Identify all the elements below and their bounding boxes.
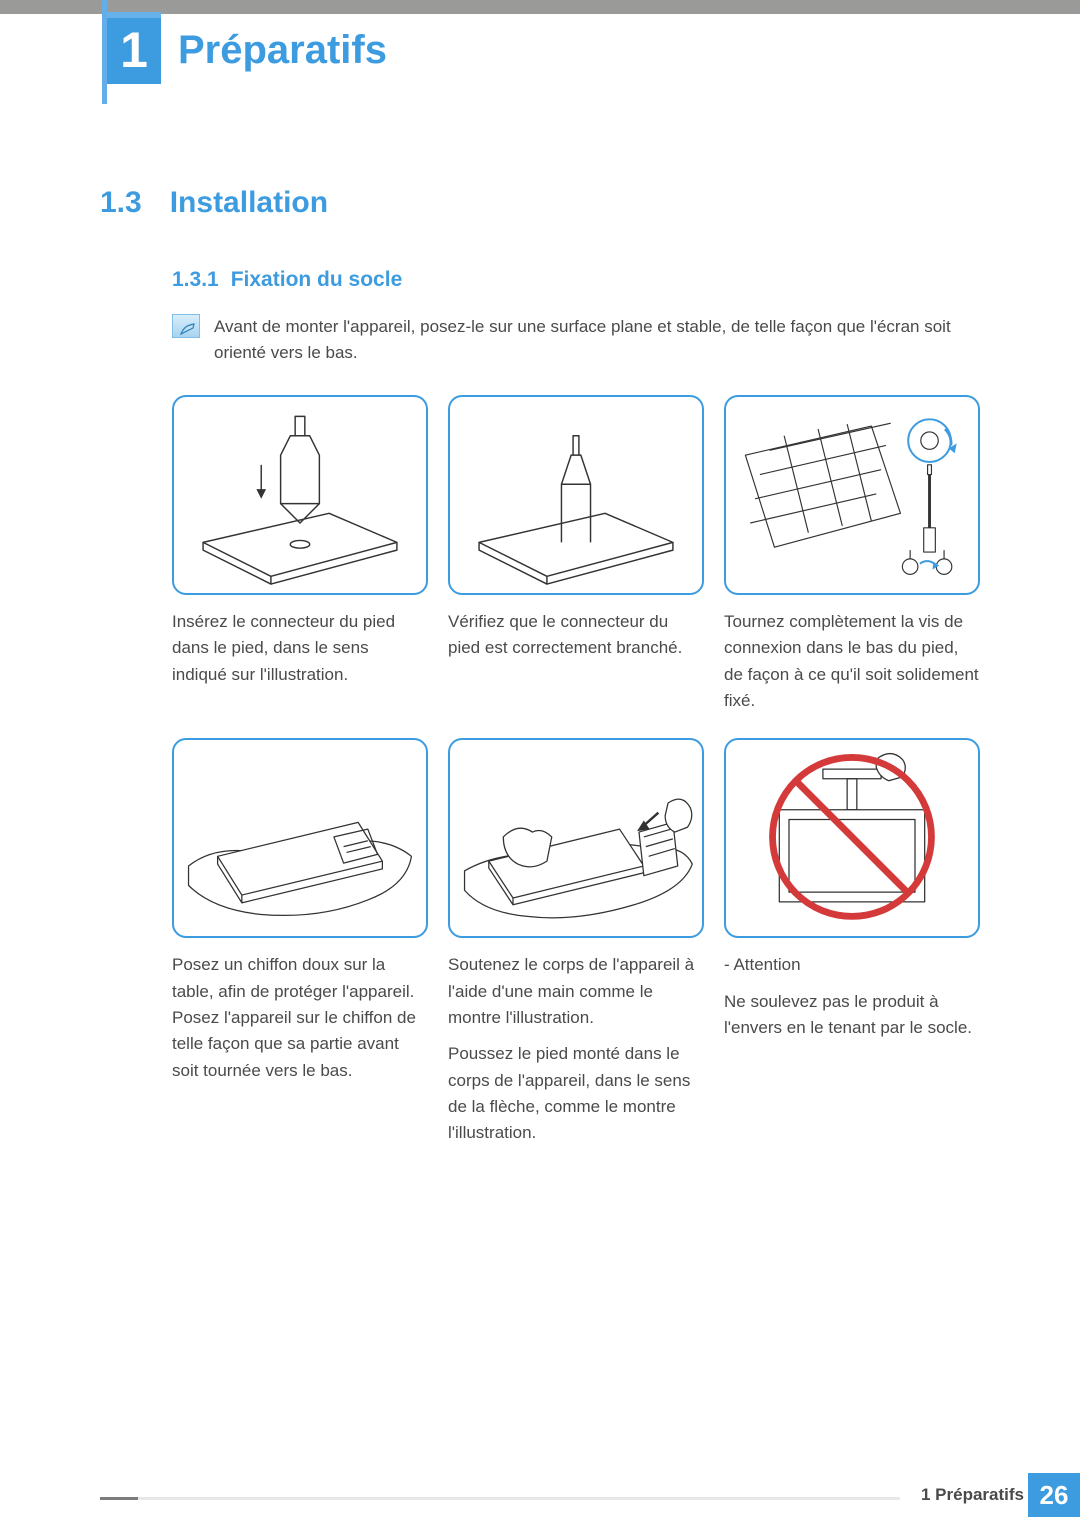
page-content: 1.3 Installation 1.3.1Fixation du socle …	[100, 186, 980, 1147]
step-5-caption-p1: Soutenez le corps de l'appareil à l'aide…	[448, 952, 704, 1031]
step-4-diagram	[172, 738, 428, 938]
step-6-caption: - Attention Ne soulevez pas le produit à…	[724, 952, 980, 1041]
footer-rule-accent	[100, 1497, 138, 1500]
section-title: Installation	[170, 186, 328, 220]
chapter-title: Préparatifs	[178, 28, 387, 73]
subsection-number: 1.3.1	[172, 268, 219, 291]
step-6-caption-p2: Ne soulevez pas le produit à l'envers en…	[724, 989, 980, 1042]
page-header: 1 Préparatifs	[0, 0, 1080, 90]
step-6-diagram	[724, 738, 980, 938]
chapter-number-badge: 1	[107, 12, 161, 84]
note-block: Avant de monter l'appareil, posez-le sur…	[172, 314, 980, 365]
step-5-diagram	[448, 738, 704, 938]
step-5-caption-p2: Poussez le pied monté dans le corps de l…	[448, 1041, 704, 1146]
step-4: Posez un chiffon doux sur la table, afin…	[172, 738, 428, 1146]
step-5-caption: Soutenez le corps de l'appareil à l'aide…	[448, 952, 704, 1146]
note-text: Avant de monter l'appareil, posez-le sur…	[214, 314, 980, 365]
note-icon	[172, 314, 200, 338]
step-4-caption: Posez un chiffon doux sur la table, afin…	[172, 952, 428, 1084]
step-6-caption-p1: - Attention	[724, 952, 980, 978]
page-number: 26	[1028, 1473, 1080, 1517]
step-2-caption: Vérifiez que le connecteur du pied est c…	[448, 609, 704, 662]
step-3-diagram	[724, 395, 980, 595]
subsection-title: Fixation du socle	[231, 268, 403, 291]
step-3: Tournez complètement la vis de connexion…	[724, 395, 980, 714]
step-2-diagram	[448, 395, 704, 595]
page-footer: 1 Préparatifs 26	[0, 1487, 1080, 1527]
section-number: 1.3	[100, 186, 142, 220]
subsection-heading: 1.3.1 Fixation du socle	[172, 268, 980, 292]
footer-rule	[138, 1497, 900, 1500]
step-5: Soutenez le corps de l'appareil à l'aide…	[448, 738, 704, 1146]
section-heading: 1.3 Installation	[100, 186, 980, 220]
step-6: - Attention Ne soulevez pas le produit à…	[724, 738, 980, 1146]
steps-grid: Insérez le connecteur du pied dans le pi…	[172, 395, 980, 1147]
step-1: Insérez le connecteur du pied dans le pi…	[172, 395, 428, 714]
footer-label: 1 Préparatifs	[921, 1485, 1024, 1505]
step-2: Vérifiez que le connecteur du pied est c…	[448, 395, 704, 714]
step-1-caption: Insérez le connecteur du pied dans le pi…	[172, 609, 428, 688]
step-3-caption: Tournez complètement la vis de connexion…	[724, 609, 980, 714]
step-1-diagram	[172, 395, 428, 595]
